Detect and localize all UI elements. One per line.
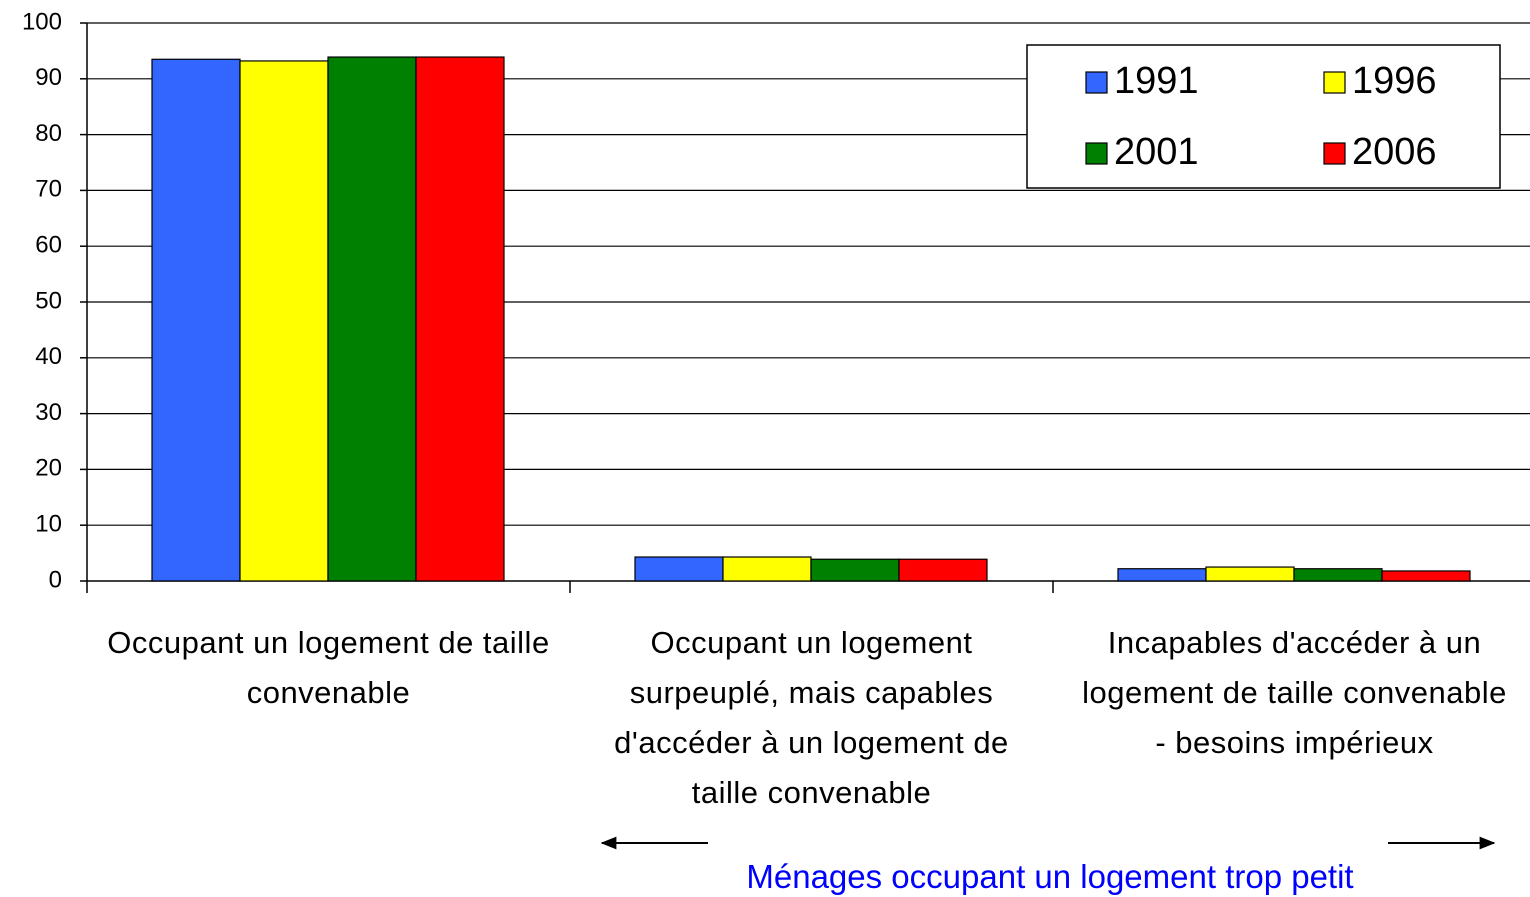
- legend-label: 2006: [1352, 131, 1437, 173]
- bar: [1381, 570, 1471, 582]
- bar: [327, 56, 417, 582]
- bar: [1117, 568, 1207, 582]
- bar: [810, 558, 900, 582]
- legend-label: 2001: [1114, 131, 1199, 173]
- y-tick-label: 40: [35, 343, 62, 370]
- y-tick-label: 80: [35, 120, 62, 147]
- bar: [634, 556, 724, 582]
- bar: [239, 60, 329, 582]
- y-tick-label: 50: [35, 287, 62, 314]
- y-tick-label: 90: [35, 64, 62, 91]
- bar: [1205, 566, 1295, 582]
- x-tick-label: Incapables d'accéder à un logement de ta…: [1082, 625, 1507, 760]
- y-tick-label: 10: [35, 511, 62, 538]
- bar: [722, 556, 812, 582]
- legend-label: 1991: [1114, 60, 1199, 102]
- y-tick-label: 100: [22, 8, 62, 35]
- legend-swatch: [1323, 71, 1346, 94]
- x-tick-label: Occupant un logement surpeuplé, mais cap…: [614, 625, 1009, 810]
- y-tick-label: 70: [35, 176, 62, 203]
- y-tick-label: 30: [35, 399, 62, 426]
- bar: [898, 558, 988, 582]
- y-tick-label: 60: [35, 232, 62, 259]
- legend-swatch: [1085, 142, 1108, 165]
- y-tick-label: 0: [49, 566, 62, 593]
- annotation: Ménages occupant un logement trop petit: [746, 858, 1354, 895]
- bar: [1293, 568, 1383, 582]
- legend-label: 1996: [1352, 60, 1437, 102]
- bar: [415, 56, 505, 582]
- x-tick-label: Occupant un logement de taille convenabl…: [107, 625, 550, 710]
- y-tick-label: 20: [35, 455, 62, 482]
- legend-swatch: [1323, 142, 1346, 165]
- bar: [151, 58, 241, 582]
- legend-swatch: [1085, 71, 1108, 94]
